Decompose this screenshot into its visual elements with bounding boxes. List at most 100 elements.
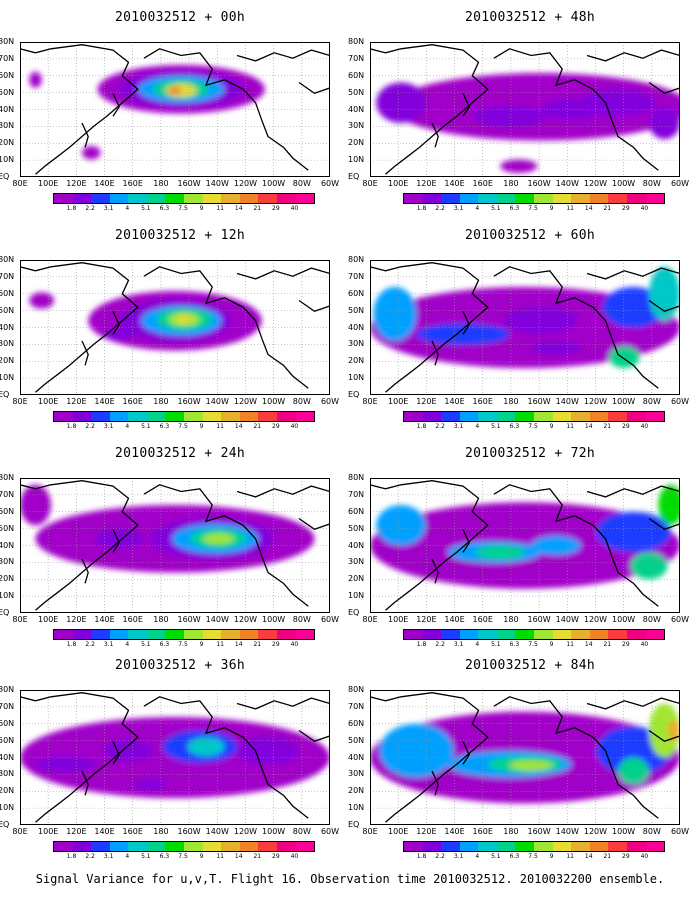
- longitude-label: 120W: [583, 397, 608, 406]
- longitude-label: 100W: [612, 397, 636, 406]
- colorbar-label: 4: [125, 641, 130, 648]
- longitude-label: 140W: [555, 397, 579, 406]
- colorbar-swatch: [184, 412, 203, 421]
- variance-contour: [29, 71, 42, 88]
- colorbar-label: 5.1: [491, 205, 501, 212]
- colorbar-swatch: [571, 194, 590, 203]
- latitude-label: 80N: [348, 685, 365, 694]
- colorbar-label: 29: [272, 853, 280, 860]
- colorbar-label: 40: [640, 205, 649, 212]
- colorbar-label: 4: [125, 205, 130, 212]
- colorbar-swatch: [184, 630, 203, 639]
- coastline: [20, 262, 139, 393]
- latitude-label: 40N: [0, 540, 15, 550]
- colorbar-label: 3.1: [103, 205, 114, 212]
- longitude-label: 120E: [416, 179, 437, 188]
- latitude-label: 20N: [348, 138, 365, 148]
- longitude-label: 120W: [233, 615, 258, 624]
- longitude-label: 160E: [122, 397, 143, 406]
- longitude-label: 140E: [444, 397, 465, 406]
- colorbar-swatch: [534, 194, 553, 203]
- variance-contour: [531, 341, 581, 355]
- colorbar-label: 11: [566, 853, 574, 860]
- latitude-label: 10N: [0, 155, 15, 165]
- colorbar-swatch: [202, 842, 222, 851]
- colorbar-swatch: [459, 630, 479, 639]
- longitude-label: 140E: [94, 179, 115, 188]
- latitude-label: 70N: [0, 701, 15, 711]
- longitude-label: 100E: [388, 397, 409, 406]
- colorbar-swatch: [128, 194, 147, 203]
- coastline: [298, 299, 330, 313]
- colorbar-label: 4: [475, 853, 480, 860]
- variance-map: [20, 478, 330, 613]
- colorbar-label: 29: [272, 641, 280, 648]
- longitude-label: 120E: [416, 397, 437, 406]
- coastline: [493, 266, 659, 389]
- colorbar-label: 40: [290, 641, 299, 648]
- latitude-label: 40N: [0, 322, 15, 332]
- colorbar-swatch: [184, 842, 203, 851]
- panel-title: 2010032512 + 60h: [464, 228, 596, 243]
- longitude-label: 80E: [362, 827, 378, 836]
- variance-contour: [649, 106, 680, 140]
- colorbar-swatch: [626, 842, 646, 851]
- longitude-label: 140E: [94, 397, 115, 406]
- latitude-label: 60N: [0, 288, 15, 298]
- latitude-label: 50N: [0, 87, 15, 97]
- colorbar-label: 5.1: [491, 423, 501, 430]
- longitude-label: 160W: [527, 397, 551, 406]
- colorbar-label: 21: [603, 205, 612, 212]
- variance-map: [370, 478, 680, 613]
- latitude-label: 80N: [348, 37, 365, 46]
- colorbar: [403, 193, 665, 204]
- longitude-label: 80E: [12, 615, 28, 624]
- variance-contour: [472, 105, 547, 128]
- colorbar-swatch: [128, 412, 147, 421]
- colorbar-swatch: [109, 412, 129, 421]
- colorbar: [403, 411, 665, 422]
- latitude-label: 10N: [0, 373, 15, 383]
- longitude-label: 140W: [205, 397, 229, 406]
- colorbar-label: 4: [475, 205, 480, 212]
- colorbar-label: 29: [622, 641, 630, 648]
- colorbar-label: 14: [584, 423, 593, 430]
- latitude-label: 20N: [348, 356, 365, 366]
- longitude-label: 180: [153, 179, 169, 188]
- panel-title: 2010032512 + 84h: [464, 658, 596, 673]
- colorbar-swatch: [276, 630, 296, 639]
- colorbar-swatch: [221, 842, 240, 851]
- latitude-label: 40N: [348, 322, 365, 332]
- colorbar-swatch: [515, 842, 535, 851]
- coastline: [143, 484, 309, 607]
- latitude-label: 20N: [348, 574, 365, 584]
- colorbar-label: 9: [199, 641, 204, 648]
- colorbar-label: 6.3: [159, 423, 170, 430]
- colorbar-label: 29: [622, 853, 630, 860]
- latitude-label: 10N: [348, 373, 365, 383]
- colorbar-label: 1.8: [66, 641, 77, 648]
- colorbar-label: 9: [199, 423, 204, 430]
- colorbar-label: 21: [253, 205, 262, 212]
- coastline: [431, 770, 439, 796]
- latitude-label: EQ: [348, 608, 360, 617]
- colorbar-swatch: [146, 842, 166, 851]
- longitude-label: 180: [503, 179, 519, 188]
- coastline: [143, 696, 309, 819]
- coastline: [648, 517, 680, 531]
- coastline: [370, 262, 489, 393]
- colorbar-label: 11: [566, 423, 574, 430]
- longitude-label: 140E: [94, 615, 115, 624]
- colorbar-swatch: [258, 412, 277, 421]
- latitude-label: 10N: [0, 803, 15, 813]
- variance-contour: [29, 292, 55, 309]
- longitude-label: 60W: [670, 397, 690, 406]
- colorbar-label: 5.1: [141, 205, 151, 212]
- longitude-label: 160W: [177, 179, 201, 188]
- coastline: [81, 122, 89, 148]
- colorbar-label: 29: [622, 423, 630, 430]
- variance-contour: [580, 89, 656, 117]
- colorbar-swatch: [608, 630, 627, 639]
- colorbar-swatch: [515, 194, 535, 203]
- latitude-label: 50N: [0, 305, 15, 315]
